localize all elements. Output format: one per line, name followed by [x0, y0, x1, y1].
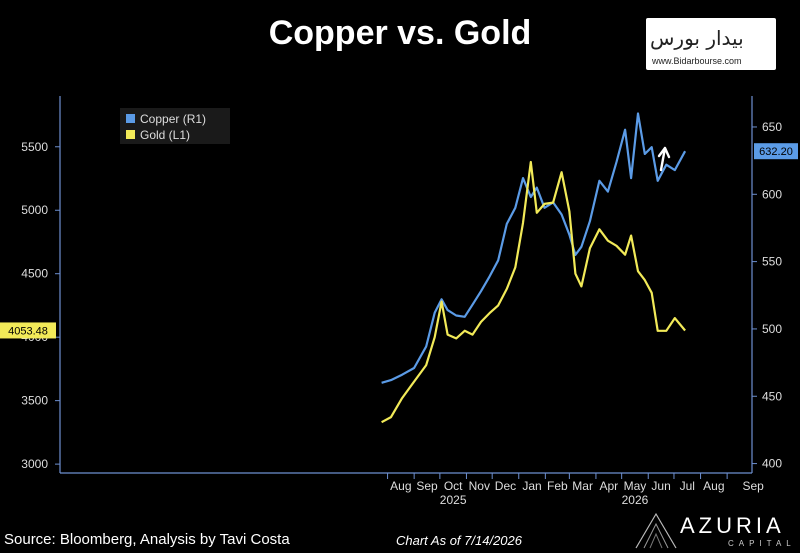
series-layer — [381, 112, 687, 424]
copper-last-value-box — [754, 143, 798, 160]
legend-box — [120, 108, 230, 144]
left-tick-label: 3000 — [21, 457, 48, 471]
annotation-layer — [657, 146, 671, 172]
x-tick-label: Aug — [390, 479, 411, 493]
x-tick-label: Aug — [703, 479, 724, 493]
right-tick-label: 400 — [762, 457, 782, 471]
x-tick-label: Dec — [495, 479, 516, 493]
copper-series-line — [381, 112, 687, 384]
up-arrow-icon — [657, 146, 671, 172]
gold-last-value-label: 4053.48 — [8, 325, 48, 337]
watermark-url: www.Bidarbourse.com — [652, 56, 742, 66]
x-tick-label: Jun — [651, 479, 670, 493]
x-tick-label: Feb — [547, 479, 568, 493]
legend-label: Copper (R1) — [140, 112, 206, 126]
left-tick-label: 4500 — [21, 267, 48, 281]
as-of-note: Chart As of 7/14/2026 — [396, 533, 522, 548]
x-tick-label: Oct — [444, 479, 463, 493]
x-tick-label: May — [624, 479, 647, 493]
right-tick-label: 600 — [762, 187, 782, 201]
gold-series-line — [381, 160, 686, 424]
x-tick-label: Sep — [742, 479, 764, 493]
x-tick-label: Jul — [680, 479, 695, 493]
left-tick-label: 3500 — [21, 394, 48, 408]
right-tick-label: 650 — [762, 120, 782, 134]
chart-title: Copper vs. Gold — [268, 14, 532, 52]
brand-mountain-icon — [635, 512, 677, 549]
copper-last-value-label: 632.20 — [759, 146, 793, 158]
watermark-logo-text: بیدار بورس — [650, 26, 744, 50]
brand-subtitle: CAPITAL — [728, 539, 796, 548]
left-tick-label: 5000 — [21, 203, 48, 217]
x-tick-label: Apr — [599, 479, 618, 493]
legend: Copper (R1) Gold (L1) — [120, 108, 230, 144]
legend-swatch — [126, 130, 135, 139]
x-tick-label: Mar — [572, 479, 593, 493]
x-tick-label: Jan — [522, 479, 541, 493]
right-tick-label: 450 — [762, 389, 782, 403]
right-tick-label: 550 — [762, 255, 782, 269]
axes-layer — [55, 96, 757, 479]
labels-layer: 3000350040004500500055004004505005506006… — [0, 120, 798, 507]
x-tick-label: Nov — [469, 479, 490, 493]
right-tick-label: 500 — [762, 322, 782, 336]
legend-label: Gold (L1) — [140, 128, 190, 142]
gold-last-value-box — [0, 322, 56, 339]
brand-name: AZURIA — [680, 513, 785, 538]
x-year-label: 2025 — [440, 493, 467, 507]
legend-swatch — [126, 114, 135, 123]
gold-last-value-tag: 4053.48 — [0, 322, 56, 339]
x-tick-label: Sep — [416, 479, 438, 493]
left-tick-label: 5500 — [21, 140, 48, 154]
watermark-logo: بیدار بورس www.Bidarbourse.com — [646, 18, 776, 70]
source-note: Source: Bloomberg, Analysis by Tavi Cost… — [4, 531, 290, 548]
x-year-label: 2026 — [622, 493, 649, 507]
copper-last-value-tag: 632.20 — [754, 143, 798, 160]
